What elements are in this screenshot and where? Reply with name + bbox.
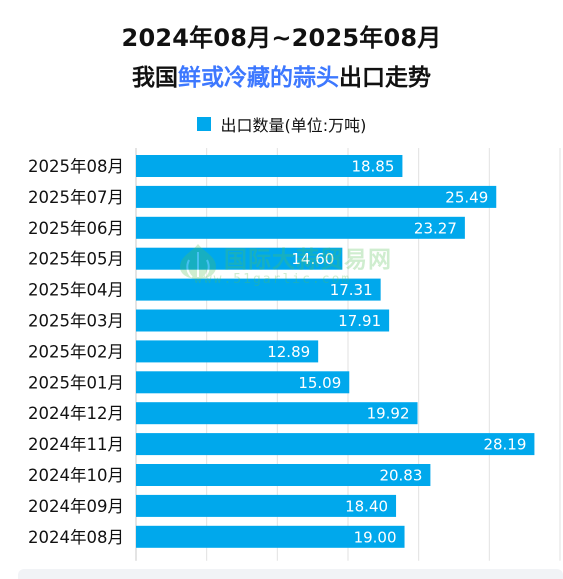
chart-title: 2024年08月~2025年08月 [121, 24, 442, 52]
bar [136, 185, 497, 208]
y-axis-label: 2025年01月 [28, 373, 124, 392]
data-label: 25.49 [445, 188, 488, 206]
y-axis-label: 2024年10月 [28, 466, 124, 485]
bar-chart: 2025年08月 2025年07月 2025年06月 2025年05月 2025年04月… [28, 148, 561, 561]
y-axis-label: 2024年11月 [28, 435, 124, 454]
bar [136, 340, 319, 363]
data-label: 28.19 [483, 436, 526, 454]
data-label: 17.31 [330, 281, 373, 299]
legend-swatch [196, 117, 211, 131]
bar [136, 278, 381, 301]
bar [136, 155, 403, 177]
bar [136, 494, 397, 517]
y-axis-label: 2025年06月 [28, 219, 124, 238]
bar [136, 464, 431, 486]
bar [136, 216, 465, 239]
y-axis-label: 2024年09月 [28, 497, 124, 516]
data-label: 14.60 [291, 250, 334, 268]
y-axis-label: 2025年08月 [28, 157, 124, 176]
y-axis-label: 2024年12月 [28, 404, 124, 423]
chart-subtitle: 我国鲜或冷藏的蒜头出口走势 [0, 58, 563, 92]
data-label: 23.27 [414, 219, 457, 237]
data-label: 15.09 [298, 374, 341, 392]
legend-label: 出口数量(单位:万吨) [220, 116, 367, 135]
data-label: 19.92 [367, 405, 410, 423]
data-label: 19.00 [354, 528, 397, 546]
y-axis-label: 2025年07月 [28, 188, 124, 207]
y-axis-label: 2024年08月 [28, 528, 124, 547]
subtitle-prefix: 我国 [132, 65, 178, 91]
y-axis-label: 2025年02月 [28, 342, 124, 361]
y-axis-label: 2025年03月 [28, 312, 124, 331]
footer-bar [18, 569, 563, 579]
bar [136, 525, 405, 548]
subtitle-highlight: 鲜或冷藏的蒜头 [178, 65, 339, 91]
y-axis-label: 2025年04月 [28, 281, 124, 300]
bar [136, 371, 350, 394]
bar [136, 247, 343, 270]
data-label: 18.85 [351, 158, 394, 176]
bar [136, 309, 390, 332]
chart-bars [136, 155, 535, 548]
y-axis-labels: 2025年08月 2025年07月 2025年06月 2025年05月 2025年04月… [28, 157, 124, 547]
bar [136, 402, 418, 425]
chart-legend: 出口数量(单位:万吨) [0, 112, 563, 136]
subtitle-suffix: 出口走势 [339, 65, 431, 91]
data-label: 12.89 [267, 343, 310, 361]
data-labels: 18.85 25.49 23.27 14.60 17.31 17.91 12.89 15.09… [267, 158, 526, 547]
data-label: 20.83 [379, 467, 422, 485]
y-axis-label: 2025年05月 [28, 250, 124, 269]
data-label: 18.40 [345, 497, 388, 515]
bar [136, 433, 535, 456]
data-label: 17.91 [338, 312, 381, 330]
